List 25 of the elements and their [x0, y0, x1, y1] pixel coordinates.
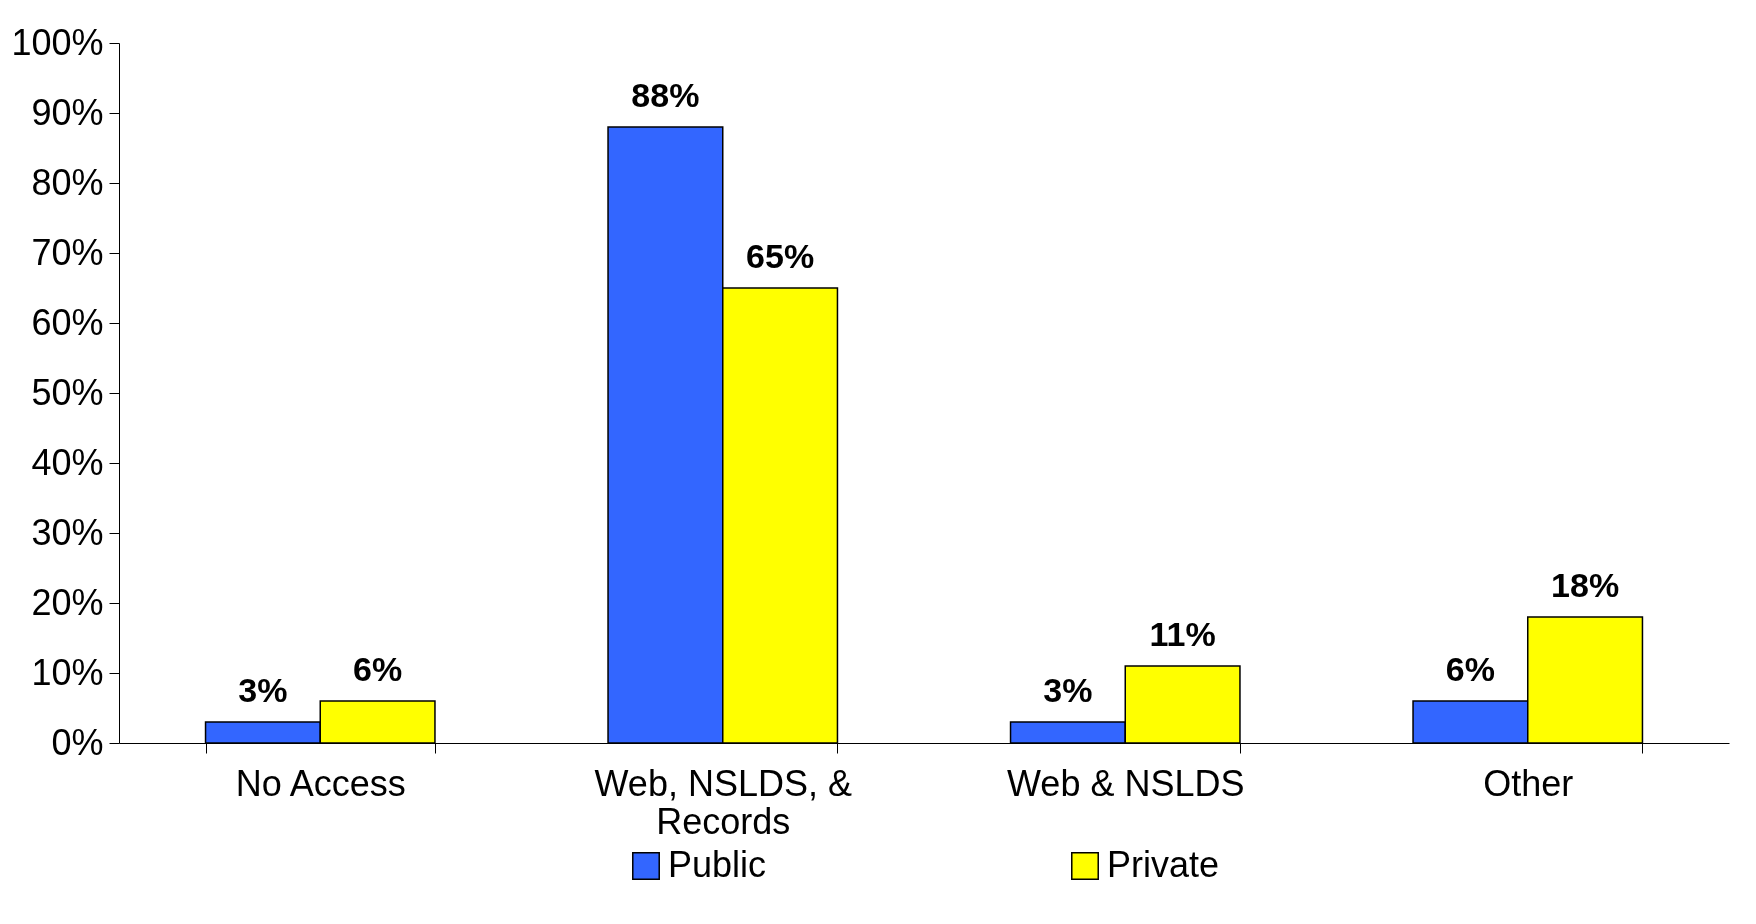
x-tick-label: Other — [1483, 762, 1574, 804]
y-tick-label: 60% — [31, 301, 104, 343]
x-tick-label: No Access — [235, 762, 406, 804]
y-tick-label: 40% — [31, 441, 104, 483]
data-label: 6% — [353, 650, 403, 688]
y-tick-label: 30% — [31, 511, 104, 553]
data-label: 3% — [238, 671, 288, 709]
y-tick-label: 0% — [51, 721, 104, 763]
y-tick-label: 90% — [31, 91, 104, 133]
data-label: 65% — [746, 237, 815, 275]
x-tick-label: Web, NSLDS, & Records — [594, 762, 852, 842]
data-label: 18% — [1551, 566, 1620, 604]
x-tick-label: Web & NSLDS — [1007, 762, 1245, 804]
y-tick-label: 70% — [31, 231, 104, 273]
data-label: 6% — [1445, 650, 1495, 688]
legend-label: Public — [668, 844, 767, 885]
data-label: 3% — [1043, 671, 1093, 709]
y-tick-label: 20% — [31, 581, 104, 623]
y-tick-label: 50% — [31, 371, 104, 413]
y-tick-label: 80% — [31, 161, 104, 203]
y-tick-label: 10% — [31, 651, 104, 693]
legend-label: Private — [1107, 844, 1220, 885]
data-label: 11% — [1149, 615, 1216, 653]
data-label: 88% — [631, 76, 700, 114]
y-tick-label: 100% — [11, 21, 104, 63]
